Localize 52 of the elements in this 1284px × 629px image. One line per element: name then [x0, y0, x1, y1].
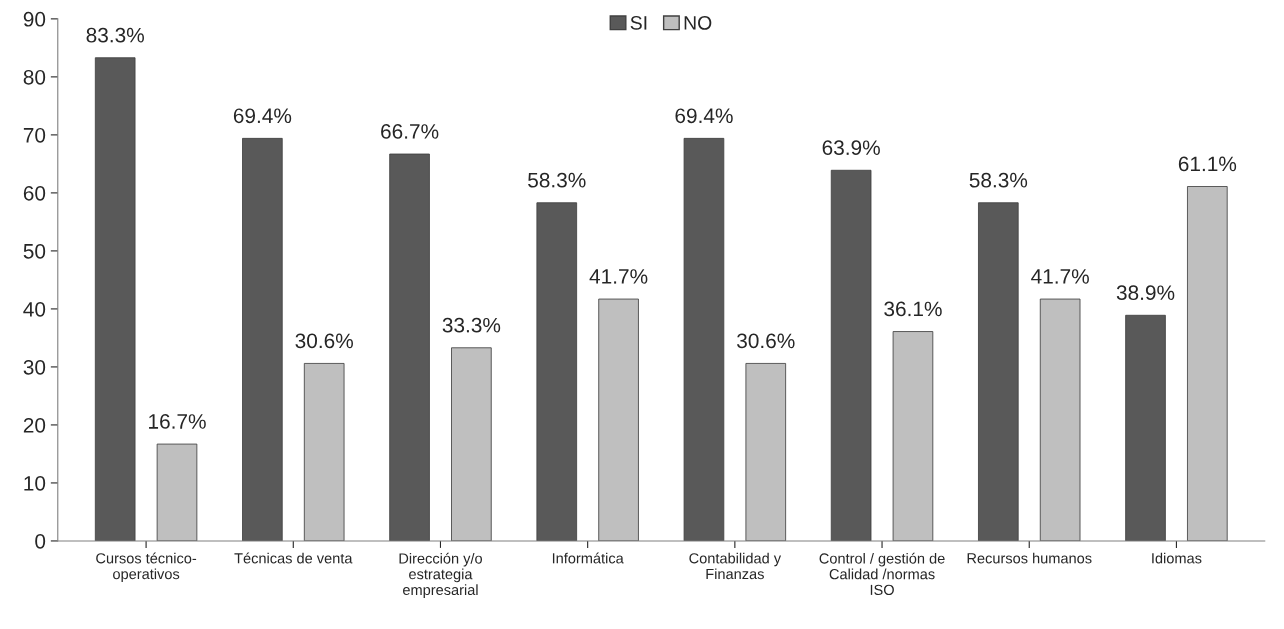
x-tick-label: Cursos técnico- operativos [96, 552, 197, 583]
data-label: 36.1% [884, 301, 942, 317]
x-tick-label: Contabilidad y Finanzas [689, 552, 782, 580]
data-label: 38.9% [1116, 285, 1175, 301]
data-label: 30.6% [737, 333, 795, 349]
bar [389, 153, 430, 541]
x-tick-label: Recursos humanos [967, 552, 1092, 564]
y-tick-label: 80 [23, 69, 46, 85]
bar [892, 331, 934, 541]
bar [978, 202, 1019, 541]
bar [303, 363, 345, 541]
bar [1125, 314, 1166, 541]
bar [683, 137, 725, 541]
y-tick-label: 90 [23, 11, 46, 27]
data-label: 69.4% [675, 108, 733, 124]
bar [94, 57, 136, 541]
bar [598, 298, 639, 541]
bar [830, 169, 872, 541]
data-label: 69.4% [233, 108, 292, 124]
y-tick-label: 10 [24, 475, 46, 491]
y-tick-label: 40 [23, 301, 46, 317]
data-label: 61.1% [1178, 156, 1237, 172]
legend-label: SI [630, 16, 647, 30]
data-label: 63.9% [822, 140, 880, 156]
data-label: 33.3% [442, 317, 501, 333]
data-label: 66.7% [381, 124, 439, 139]
bar [451, 347, 492, 541]
y-tick-label: 0 [35, 533, 46, 549]
x-tick-label: Idiomas [1152, 552, 1202, 564]
y-tick-label: 30 [23, 359, 46, 375]
y-tick-label: 70 [23, 127, 46, 143]
bar [1187, 186, 1228, 541]
data-label: 41.7% [1031, 269, 1089, 284]
bar [242, 137, 283, 541]
bar [536, 202, 578, 541]
x-tick-label: Control / gestión de Calidad /normas ISO [819, 552, 945, 596]
data-label: 30.6% [295, 333, 353, 349]
x-tick-label: Dirección y/o estrategia empresarial [399, 552, 483, 598]
legend-label: NO [684, 16, 712, 30]
bar [745, 363, 787, 541]
y-tick-label: 60 [23, 185, 46, 201]
data-label: 83.3% [86, 27, 144, 43]
bar [1039, 298, 1081, 541]
y-tick-label: 50 [23, 243, 46, 259]
bar [156, 443, 198, 541]
x-tick-label: Técnicas de venta [234, 552, 353, 564]
data-label: 16.7% [149, 414, 206, 429]
y-tick-label: 20 [23, 417, 46, 433]
data-label: 58.3% [969, 172, 1028, 188]
x-tick-label: Informática [552, 552, 624, 564]
data-label: 41.7% [589, 269, 648, 284]
data-label: 58.3% [528, 172, 586, 188]
